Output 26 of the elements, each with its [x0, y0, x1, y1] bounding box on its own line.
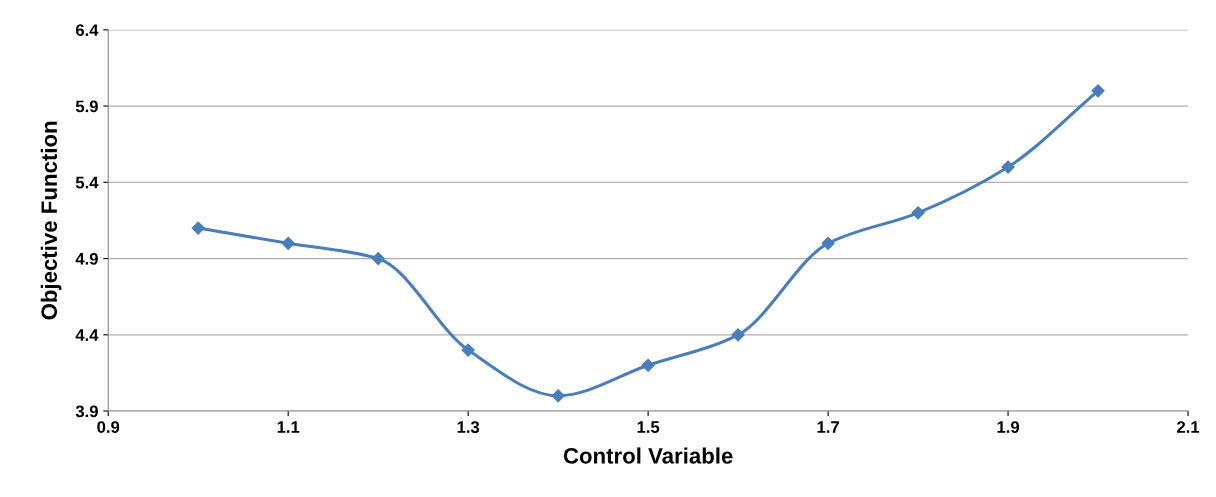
- y-tick-label: 3.9: [75, 405, 98, 418]
- x-tick-label: 2.1: [1177, 421, 1200, 433]
- x-axis-title: Control Variable: [563, 447, 733, 464]
- point: [551, 389, 565, 403]
- x-tick-label: 0.9: [97, 421, 120, 433]
- y-tick-label: 4.4: [75, 329, 99, 341]
- point: [731, 328, 745, 342]
- point: [371, 251, 385, 266]
- x-tick-label: 1.5: [637, 421, 660, 433]
- y-axis-title: Objective Function: [40, 121, 62, 320]
- x-tick-label: 1.3: [457, 421, 480, 434]
- point: [191, 221, 205, 235]
- y-tick-label: 6.4: [75, 24, 99, 37]
- point: [821, 236, 835, 250]
- point: [1091, 84, 1105, 98]
- x-tick-label: 1.1: [277, 421, 300, 433]
- y-tick-label: 5.4: [75, 176, 99, 189]
- x-tick-label: 1.7: [817, 421, 839, 433]
- point: [911, 206, 925, 220]
- point: [641, 358, 655, 372]
- point: [281, 236, 295, 250]
- point: [461, 343, 475, 357]
- x-tick-label: 1.9: [997, 421, 1020, 433]
- y-tick-label: 4.9: [75, 252, 98, 265]
- y-tick-label: 5.9: [75, 100, 98, 113]
- point: [1001, 160, 1015, 174]
